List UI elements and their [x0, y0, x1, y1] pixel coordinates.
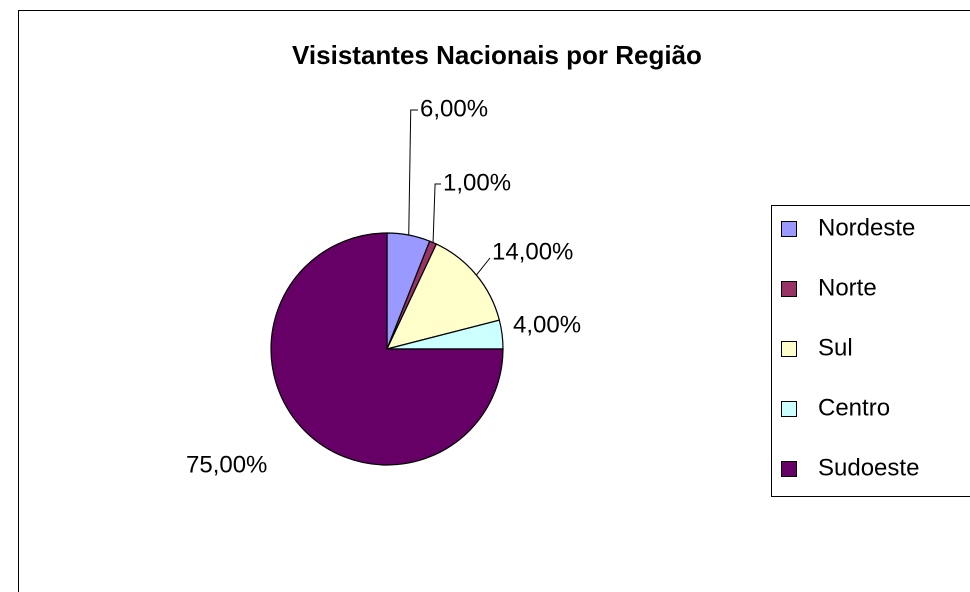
data-label: 14,00% — [492, 238, 573, 265]
data-label: 4,00% — [513, 311, 581, 338]
data-label: 75,00% — [186, 451, 267, 478]
legend-label: Nordeste — [818, 214, 915, 241]
legend-box — [771, 205, 970, 497]
legend-label: Sul — [818, 334, 853, 361]
leader-line — [475, 257, 491, 276]
legend-swatch — [781, 461, 797, 477]
chart-title: Visistantes Nacionais por Região — [292, 40, 702, 70]
legend-swatch — [781, 281, 797, 297]
legend-label: Norte — [818, 274, 877, 301]
data-label: 6,00% — [420, 95, 488, 122]
legend-swatch — [781, 341, 797, 357]
data-label: 1,00% — [443, 169, 511, 196]
legend-swatch — [781, 401, 797, 417]
legend-label: Sudoeste — [818, 454, 919, 481]
legend-label: Centro — [818, 394, 890, 421]
leader-line — [432, 183, 441, 243]
legend-swatch — [781, 221, 797, 237]
pie-slice — [270, 232, 504, 466]
leader-line — [408, 109, 418, 236]
